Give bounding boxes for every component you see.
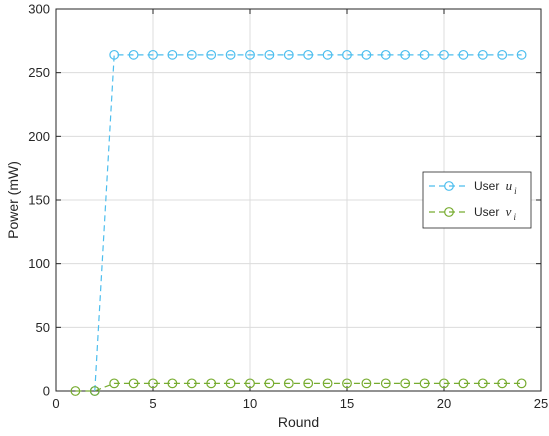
data-point [186, 378, 197, 389]
data-point [109, 49, 120, 60]
y-tick-label: 150 [28, 193, 50, 208]
data-point [264, 49, 275, 60]
y-axis-label: Power (mW) [5, 161, 21, 239]
data-point [400, 49, 411, 60]
data-point [380, 49, 391, 60]
x-tick-label: 15 [340, 396, 354, 411]
data-point [380, 378, 391, 389]
data-point [342, 378, 352, 389]
x-tick-label: 10 [243, 396, 257, 411]
x-tick-label: 25 [534, 396, 548, 411]
data-point [206, 49, 217, 60]
series-v [70, 378, 527, 396]
data-point [516, 49, 527, 60]
data-point [148, 49, 158, 60]
data-point [264, 378, 275, 389]
data-point [89, 386, 100, 396]
y-tick-label: 50 [36, 320, 50, 335]
data-point [439, 49, 449, 60]
x-tick-label: 5 [149, 396, 156, 411]
series-group [70, 49, 527, 396]
data-point [283, 378, 294, 389]
data-point [186, 49, 197, 60]
data-point [167, 49, 178, 60]
data-point [477, 378, 488, 389]
data-point [342, 49, 352, 60]
legend-marker [444, 207, 454, 217]
x-axis-label: Round [278, 414, 319, 430]
y-tick-label: 0 [43, 384, 50, 399]
data-point [419, 49, 430, 60]
series-u [89, 49, 527, 396]
data-point [245, 49, 255, 60]
data-point [148, 378, 158, 389]
y-tick-label: 100 [28, 256, 50, 271]
data-point [303, 49, 314, 60]
data-point [361, 378, 372, 389]
data-point [361, 49, 372, 60]
data-point [283, 49, 294, 60]
data-point [497, 378, 508, 389]
data-point [497, 49, 508, 60]
data-point [419, 378, 430, 389]
x-tick-label: 0 [52, 396, 59, 411]
data-point [225, 378, 236, 389]
data-point [206, 378, 217, 389]
y-tick-label: 200 [28, 129, 50, 144]
data-point [458, 378, 469, 389]
data-point [245, 378, 255, 389]
data-point [322, 378, 333, 389]
data-point [167, 378, 178, 389]
data-point [128, 378, 139, 389]
series-line-v [75, 382, 522, 392]
data-point [439, 378, 449, 389]
data-point [477, 49, 488, 60]
y-tick-label: 250 [28, 65, 50, 80]
legend-marker [444, 181, 454, 191]
y-tick-label: 300 [28, 2, 50, 17]
legend-box [422, 171, 532, 229]
x-tick-label: 20 [437, 396, 451, 411]
data-point [458, 49, 469, 60]
data-point [70, 386, 81, 396]
data-point [303, 378, 314, 389]
data-point [225, 49, 236, 60]
data-point [322, 49, 333, 60]
data-point [109, 378, 120, 389]
data-point [400, 378, 411, 389]
data-point [516, 378, 527, 389]
data-point [128, 49, 139, 60]
series-line-u [94, 54, 522, 392]
